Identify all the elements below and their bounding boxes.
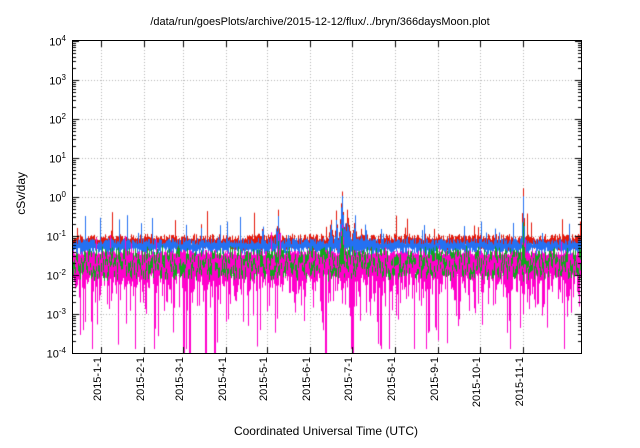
y-tick-label: 102 xyxy=(49,112,66,127)
x-tick-label: 2015-7-1 xyxy=(342,357,355,402)
x-tick-label: 2015-5-1 xyxy=(258,357,271,402)
x-tick-label: 2015-8-1 xyxy=(386,357,398,402)
y-tick-label: 10-3 xyxy=(46,307,66,322)
x-tick-label: 2015-3-1 xyxy=(173,357,186,402)
x-tick-label: 2015-10-1 xyxy=(470,357,483,408)
plot-canvas xyxy=(73,41,581,353)
y-tick-label: 10-1 xyxy=(46,229,66,244)
y-tick-label: 100 xyxy=(49,190,66,205)
x-tick-label: 2015-11-1 xyxy=(513,357,526,407)
plot-area xyxy=(72,40,582,354)
y-tick-label: 101 xyxy=(49,151,66,166)
y-tick-label: 10-4 xyxy=(46,346,66,361)
y-tick-label: 103 xyxy=(49,73,66,88)
x-axis-label: Coordinated Universal Time (UTC) xyxy=(233,424,419,438)
x-tick-label: 2015-4-1 xyxy=(216,357,229,402)
x-tick-label: 2015-9-1 xyxy=(429,357,442,402)
y-tick-label: 104 xyxy=(49,34,66,49)
x-tick-label: 2015-1-1 xyxy=(91,357,104,402)
y-tick-label: 10-2 xyxy=(46,268,66,283)
x-tick-label: 2015-6-1 xyxy=(301,357,314,402)
x-tick-label: 2015-2-1 xyxy=(134,357,147,402)
chart-title: /data/run/goesPlots/archive/2015-12-12/f… xyxy=(150,16,490,28)
